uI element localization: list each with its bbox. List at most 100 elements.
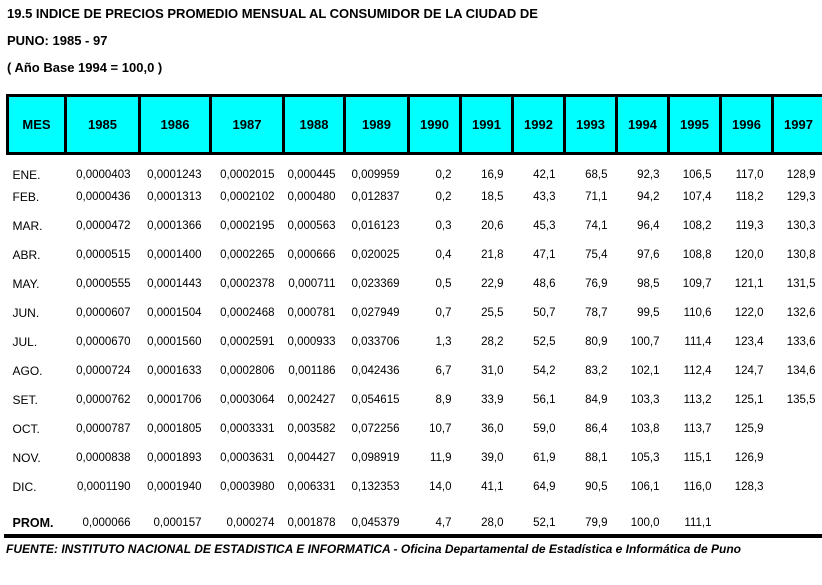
page-title-line-1: 19.5 INDICE DE PRECIOS PROMEDIO MENSUAL … (7, 6, 538, 21)
value-cell: 129,3 (786, 191, 816, 203)
value-cell: 0,000933 (287, 336, 336, 348)
value-cell: 112,4 (683, 365, 712, 377)
value-cell: 0,0003980 (220, 481, 275, 493)
year-header-1988: 1988 (282, 94, 346, 155)
value-cell: 105,3 (630, 452, 660, 464)
value-cell: 106,5 (682, 169, 712, 182)
value-cell: 16,9 (481, 169, 504, 182)
value-cell: 22,9 (481, 278, 504, 290)
value-cell: 64,9 (533, 481, 556, 493)
value-cell: 0,003582 (287, 423, 336, 435)
year-header-1993: 1993 (563, 94, 618, 155)
value-cell: 0,006331 (287, 481, 336, 493)
month-label: OCT. (12, 422, 40, 436)
value-cell: 102,1 (630, 365, 660, 377)
value-cell: 21,8 (481, 249, 504, 261)
value-cell: 125,9 (734, 423, 764, 435)
value-cell: 0,001878 (287, 517, 336, 529)
value-cell: 54,2 (533, 365, 556, 377)
value-cell: 88,1 (585, 452, 608, 464)
value-cell: 0,5 (435, 278, 452, 290)
value-cell: 84,9 (585, 394, 608, 406)
value-cell: 79,9 (585, 517, 608, 529)
value-cell: 76,9 (585, 278, 608, 290)
value-cell: 0,0000607 (76, 307, 131, 319)
value-cell: 100,0 (630, 517, 660, 529)
value-cell: 42,1 (533, 169, 556, 182)
value-cell: 8,9 (435, 394, 452, 406)
value-cell: 0,0000838 (76, 452, 131, 464)
value-cell: 121,1 (734, 278, 764, 290)
value-cell: 0,0002806 (220, 365, 275, 377)
value-cell: 106,1 (630, 481, 660, 493)
value-cell: 108,8 (682, 249, 712, 261)
value-cell: 52,1 (533, 517, 556, 529)
value-cell: 0,7 (435, 307, 452, 319)
value-cell: 47,1 (533, 249, 556, 261)
value-cell: 0,0001504 (147, 307, 202, 319)
value-cell: 103,3 (630, 394, 660, 406)
value-cell: 0,2 (435, 169, 452, 182)
value-cell: 68,5 (585, 169, 608, 182)
prom-row: PROM. 0,000066 0,000157 0,000274 0,001878 0,0… (8, 502, 822, 531)
value-cell: 103,8 (630, 423, 660, 435)
value-cell: 134,6 (786, 365, 816, 377)
value-cell: 0,098919 (351, 452, 400, 464)
value-cell: 113,7 (683, 423, 712, 435)
value-cell: 0,000445 (287, 169, 336, 182)
value-cell: 10,7 (429, 423, 452, 435)
value-cell: 0,045379 (351, 517, 400, 529)
table-row: AGO. 0,0000724 0,0001633 0,0002806 0,001186 0… (8, 357, 822, 386)
value-cell: 125,1 (734, 394, 764, 406)
title-block: 19.5 INDICE DE PRECIOS PROMEDIO MENSUAL … (7, 7, 820, 75)
value-cell: 111,1 (684, 517, 712, 529)
page-title-line-2: PUNO: 1985 - 97 (7, 33, 108, 48)
value-cell: 124,7 (734, 365, 764, 377)
table-row: ENE. 0,0000403 0,0001243 0,0002015 0,000445 0… (8, 154, 822, 183)
year-header-1991: 1991 (459, 94, 514, 155)
value-cell: 0,012837 (351, 191, 400, 203)
table-row: DIC. 0,0001190 0,0001940 0,0003980 0,006331 0… (8, 473, 822, 502)
value-cell: 0,0001805 (147, 423, 202, 435)
value-cell: 41,1 (481, 481, 504, 493)
value-cell: 52,5 (533, 336, 556, 348)
month-label: MAR. (12, 219, 43, 233)
value-cell: 0,0002195 (220, 220, 275, 232)
table-row: FEB. 0,0000436 0,0001313 0,0002102 0,000480 0… (8, 183, 822, 212)
value-cell: 14,0 (429, 481, 452, 493)
value-cell: 135,5 (786, 394, 816, 406)
value-cell: 0,132353 (351, 481, 400, 493)
value-cell: 0,0001313 (147, 191, 202, 203)
year-header-1986: 1986 (138, 94, 212, 155)
value-cell: 0,002427 (287, 394, 336, 406)
value-cell: 0,0000787 (76, 423, 131, 435)
month-label: SET. (12, 393, 38, 407)
value-cell: 4,7 (435, 517, 452, 529)
value-cell: 0,001186 (288, 365, 336, 377)
base-year-note: ( Año Base 1994 = 100,0 ) (7, 60, 163, 75)
value-cell: 18,5 (481, 191, 504, 203)
value-cell: 92,3 (637, 169, 660, 182)
value-cell: 0,3 (435, 220, 452, 232)
value-cell: 6,7 (435, 365, 452, 377)
value-cell: 0,0001893 (147, 452, 202, 464)
value-cell: 0,0001190 (76, 481, 131, 493)
value-cell: 0,016123 (351, 220, 400, 232)
document-page: 19.5 INDICE DE PRECIOS PROMEDIO MENSUAL … (4, 7, 822, 556)
year-header-1997: 1997 (771, 94, 822, 155)
value-cell: 86,4 (585, 423, 608, 435)
value-cell: 128,9 (786, 169, 816, 182)
value-cell: 0,4 (435, 249, 452, 261)
value-cell: 0,033706 (351, 336, 400, 348)
value-cell: 0,0001366 (147, 220, 202, 232)
price-index-table: MES 1985 1986 1987 1988 1989 1990 1991 1992 1993… (6, 94, 822, 531)
month-label: ABR. (12, 248, 41, 262)
value-cell: 0,0001400 (147, 249, 202, 261)
value-cell: 116,0 (683, 481, 712, 493)
value-cell: 0,000711 (288, 278, 336, 290)
month-label: DIC. (12, 480, 37, 494)
value-cell: 0,0002265 (220, 249, 275, 261)
value-cell: 59,0 (533, 423, 556, 435)
value-cell: 0,0003064 (220, 394, 275, 406)
value-cell: 36,0 (481, 423, 504, 435)
